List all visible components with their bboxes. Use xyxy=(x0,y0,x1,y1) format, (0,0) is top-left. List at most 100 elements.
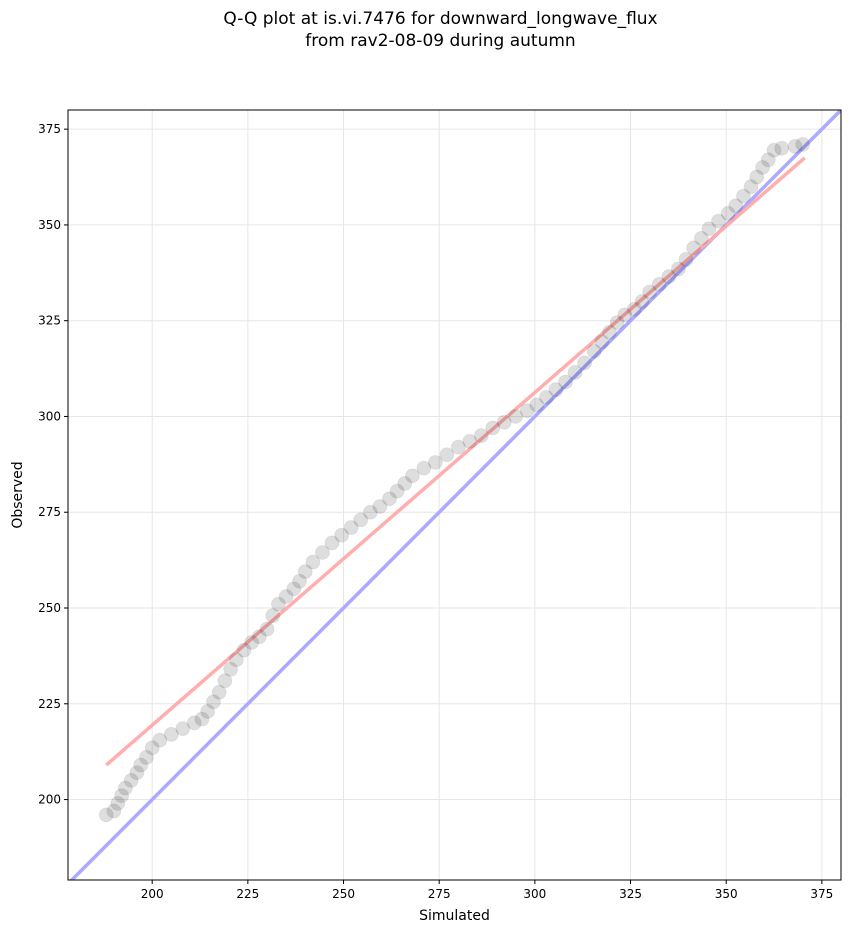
quantile-point xyxy=(270,596,286,612)
quantile-point xyxy=(760,152,776,168)
quantile-point xyxy=(787,138,803,154)
quantile-point xyxy=(244,634,260,650)
quantile-point xyxy=(286,581,302,597)
grid xyxy=(68,110,841,880)
y-tick-label: 200 xyxy=(38,793,61,807)
quantile-point xyxy=(133,757,149,773)
quantile-point xyxy=(749,169,765,185)
quantile-point xyxy=(701,221,717,237)
quantile-point xyxy=(548,382,564,398)
chart-title: Q-Q plot at is.vi.7476 for downward_long… xyxy=(0,8,851,52)
quantile-point xyxy=(485,420,501,436)
y-tick-label: 275 xyxy=(38,505,61,519)
quantile-point xyxy=(292,573,308,589)
quantile-point xyxy=(720,205,736,221)
quantile-point xyxy=(617,307,633,323)
quantile-point xyxy=(381,491,397,507)
chart-title-line-1: Q-Q plot at is.vi.7476 for downward_long… xyxy=(223,9,658,29)
y-tick-label: 350 xyxy=(38,218,61,232)
quantile-point xyxy=(223,661,239,677)
chart-title-line-2: from rav2-08-09 during autumn xyxy=(305,31,576,51)
quantile-point xyxy=(670,261,686,277)
x-tick-label: 325 xyxy=(619,887,642,901)
quantile-point xyxy=(297,564,313,580)
quantile-point xyxy=(473,428,489,444)
x-tick-label: 300 xyxy=(523,887,546,901)
quantile-point xyxy=(200,703,216,719)
reference-lines xyxy=(69,110,841,880)
quantile-point xyxy=(362,504,378,520)
quantile-point xyxy=(711,213,727,229)
y-tick-label: 300 xyxy=(38,409,61,423)
x-tick-label: 225 xyxy=(236,887,259,901)
quantile-point xyxy=(626,301,642,317)
quantile-point xyxy=(236,642,252,658)
quantile-point xyxy=(755,159,771,175)
y-tick-label: 250 xyxy=(38,601,61,615)
quantile-point xyxy=(651,276,667,292)
quantile-point xyxy=(743,179,759,195)
x-tick-label: 200 xyxy=(141,887,164,901)
quantile-point xyxy=(609,315,625,331)
quantile-point xyxy=(577,355,593,371)
quantile-point xyxy=(123,772,139,788)
quantile-point xyxy=(186,715,202,731)
axis-ticks: 200 225 250 275 300 325 350 375 200 225 250 275 300 3… xyxy=(38,122,833,901)
quantile-point xyxy=(538,389,554,405)
quantile-point xyxy=(594,334,610,350)
quantile-point xyxy=(129,765,145,781)
quantile-point xyxy=(642,284,658,300)
quantile-point xyxy=(353,512,369,528)
quantile-point xyxy=(586,343,602,359)
quantile-point xyxy=(205,694,221,710)
quantile-point xyxy=(175,721,191,737)
quantile-point xyxy=(152,732,168,748)
quantile-point xyxy=(661,269,677,285)
quantile-point xyxy=(110,795,126,811)
x-tick-label: 250 xyxy=(332,887,355,901)
x-tick-label: 375 xyxy=(810,887,833,901)
quantile-point xyxy=(766,142,782,158)
y-tick-label: 375 xyxy=(38,122,61,136)
quantile-point xyxy=(211,684,227,700)
quantile-point xyxy=(557,374,573,390)
quantile-point xyxy=(305,554,321,570)
plot-frame xyxy=(67,109,842,881)
quantile-point xyxy=(693,230,709,246)
quantile-point xyxy=(98,807,114,823)
quantile-point xyxy=(194,711,210,727)
quantile-point xyxy=(634,294,650,310)
quantile-point xyxy=(372,498,388,514)
x-tick-label: 350 xyxy=(715,887,738,901)
quantile-point xyxy=(795,136,811,152)
quantile-point xyxy=(416,460,432,476)
quantile-point xyxy=(427,454,443,470)
quantile-point xyxy=(324,535,340,551)
quantile-point xyxy=(774,140,790,156)
quantile-point xyxy=(397,476,413,492)
quantile-point xyxy=(106,803,122,819)
quantile-point xyxy=(567,364,583,380)
y-tick-label: 225 xyxy=(38,697,61,711)
quantile-point xyxy=(404,468,420,484)
quantile-point xyxy=(439,447,455,463)
quantile-point xyxy=(114,788,130,804)
quantile-point xyxy=(462,433,478,449)
fit-line xyxy=(105,156,806,767)
quantile-point xyxy=(144,740,160,756)
quantile-point xyxy=(334,527,350,543)
x-axis-label: Simulated xyxy=(419,908,490,924)
quantile-point xyxy=(508,408,524,424)
y-tick-label: 325 xyxy=(38,314,61,328)
quantile-point xyxy=(278,589,294,605)
y-axis-label: Observed xyxy=(10,461,26,528)
quantile-points xyxy=(98,136,811,823)
quantile-point xyxy=(343,520,359,536)
quantile-point xyxy=(389,483,405,499)
quantile-point xyxy=(117,780,133,796)
quantile-point xyxy=(228,652,244,668)
quantile-point xyxy=(496,414,512,430)
quantile-point xyxy=(314,544,330,560)
quantile-point xyxy=(735,188,751,204)
